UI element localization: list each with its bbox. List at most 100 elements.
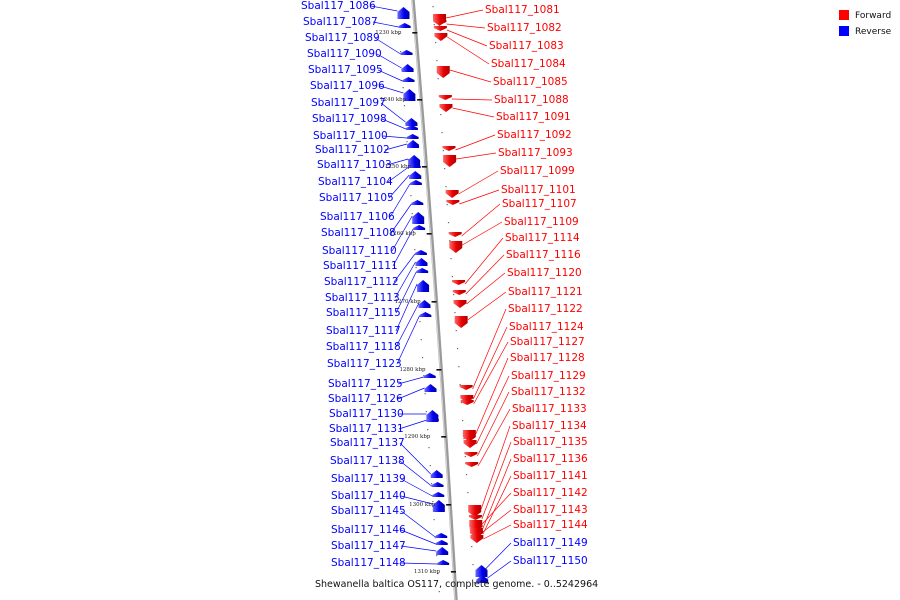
reverse-gene-feature[interactable] [409, 171, 422, 179]
reverse-gene-feature[interactable] [431, 482, 444, 487]
forward-gene-label[interactable]: Sbal117_1141 [513, 470, 588, 482]
reverse-gene-label[interactable]: Sbal117_1108 [321, 227, 396, 239]
reverse-gene-label[interactable]: Sbal117_1147 [331, 540, 406, 552]
reverse-gene-feature[interactable] [416, 268, 429, 273]
reverse-gene-feature[interactable] [398, 23, 411, 28]
reverse-gene-label[interactable]: Sbal117_1149 [513, 537, 588, 549]
reverse-gene-feature[interactable] [407, 140, 420, 148]
reverse-gene-feature[interactable] [435, 533, 448, 538]
reverse-gene-label[interactable]: Sbal117_1113 [325, 292, 400, 304]
forward-gene-label[interactable]: Sbal117_1082 [487, 22, 562, 34]
forward-gene-label[interactable]: Sbal117_1132 [511, 386, 586, 398]
reverse-gene-feature[interactable] [430, 470, 443, 478]
forward-gene-feature[interactable] [459, 385, 473, 390]
reverse-gene-feature[interactable] [419, 312, 432, 317]
reverse-gene-feature[interactable] [475, 565, 488, 577]
reverse-gene-feature[interactable] [413, 225, 426, 230]
reverse-gene-label[interactable]: Sbal117_1095 [308, 64, 383, 76]
forward-gene-label[interactable]: Sbal117_1114 [505, 232, 580, 244]
reverse-gene-feature[interactable] [415, 258, 428, 266]
reverse-gene-feature[interactable] [411, 200, 424, 205]
forward-gene-label[interactable]: Sbal117_1107 [502, 198, 577, 210]
forward-gene-feature[interactable] [463, 440, 477, 448]
reverse-gene-label[interactable]: Sbal117_1105 [319, 192, 394, 204]
forward-gene-feature[interactable] [448, 232, 462, 237]
forward-gene-feature[interactable] [464, 452, 478, 457]
forward-gene-label[interactable]: Sbal117_1109 [504, 216, 579, 228]
forward-gene-label[interactable]: Sbal117_1136 [513, 453, 588, 465]
reverse-gene-feature[interactable] [405, 125, 418, 130]
forward-gene-label[interactable]: Sbal117_1134 [512, 420, 587, 432]
reverse-gene-feature[interactable] [412, 212, 425, 224]
reverse-gene-feature[interactable] [401, 64, 414, 72]
reverse-gene-label[interactable]: Sbal117_1118 [326, 341, 401, 353]
reverse-gene-label[interactable]: Sbal117_1126 [328, 393, 403, 405]
forward-gene-feature[interactable] [443, 155, 457, 167]
reverse-gene-feature[interactable] [432, 500, 445, 512]
reverse-gene-label[interactable]: Sbal117_1123 [327, 358, 402, 370]
reverse-gene-label[interactable]: Sbal117_1145 [331, 505, 406, 517]
forward-gene-label[interactable]: Sbal117_1116 [506, 249, 581, 261]
forward-gene-feature[interactable] [442, 146, 456, 151]
forward-gene-feature[interactable] [449, 241, 463, 253]
reverse-gene-label[interactable]: Sbal117_1125 [328, 378, 403, 390]
forward-gene-feature[interactable] [468, 515, 482, 520]
reverse-gene-feature[interactable] [414, 250, 427, 255]
reverse-gene-label[interactable]: Sbal117_1106 [320, 211, 395, 223]
reverse-gene-label[interactable]: Sbal117_1138 [330, 455, 405, 467]
forward-gene-feature[interactable] [433, 26, 447, 31]
forward-gene-feature[interactable] [445, 190, 459, 198]
reverse-gene-label[interactable]: Sbal117_1104 [318, 176, 393, 188]
reverse-gene-label[interactable]: Sbal117_1086 [301, 0, 376, 12]
forward-gene-feature[interactable] [433, 20, 447, 25]
reverse-gene-label[interactable]: Sbal117_1098 [312, 113, 387, 125]
forward-gene-label[interactable]: Sbal117_1081 [485, 4, 560, 16]
forward-gene-label[interactable]: Sbal117_1142 [513, 487, 588, 499]
reverse-gene-label[interactable]: Sbal117_1103 [317, 159, 392, 171]
reverse-gene-feature[interactable] [418, 300, 431, 308]
forward-gene-feature[interactable] [452, 280, 466, 285]
reverse-gene-feature[interactable] [408, 155, 421, 167]
reverse-gene-label[interactable]: Sbal117_1139 [331, 473, 406, 485]
reverse-gene-label[interactable]: Sbal117_1110 [322, 245, 397, 257]
reverse-gene-feature[interactable] [435, 540, 448, 545]
forward-gene-label[interactable]: Sbal117_1143 [513, 504, 588, 516]
forward-gene-label[interactable]: Sbal117_1099 [500, 165, 575, 177]
forward-gene-label[interactable]: Sbal117_1092 [497, 129, 572, 141]
reverse-gene-label[interactable]: Sbal117_1115 [326, 307, 401, 319]
reverse-gene-label[interactable]: Sbal117_1131 [329, 423, 404, 435]
forward-gene-label[interactable]: Sbal117_1091 [496, 111, 571, 123]
reverse-gene-label[interactable]: Sbal117_1130 [329, 408, 404, 420]
forward-gene-feature[interactable] [469, 530, 483, 538]
forward-gene-feature[interactable] [454, 316, 468, 328]
forward-gene-label[interactable]: Sbal117_1083 [489, 40, 564, 52]
reverse-gene-feature[interactable] [426, 416, 439, 421]
reverse-gene-label[interactable]: Sbal117_1150 [513, 555, 588, 567]
reverse-gene-label[interactable]: Sbal117_1140 [331, 490, 406, 502]
reverse-gene-feature[interactable] [397, 7, 410, 19]
forward-gene-feature[interactable] [462, 430, 476, 442]
reverse-gene-feature[interactable] [432, 492, 445, 497]
forward-gene-label[interactable]: Sbal117_1128 [510, 352, 585, 364]
forward-gene-label[interactable]: Sbal117_1121 [508, 286, 583, 298]
reverse-gene-label[interactable]: Sbal117_1148 [331, 557, 406, 569]
forward-gene-label[interactable]: Sbal117_1144 [513, 519, 588, 531]
forward-gene-feature[interactable] [469, 528, 483, 533]
reverse-gene-feature[interactable] [406, 134, 419, 139]
reverse-gene-feature[interactable] [400, 50, 413, 55]
forward-gene-feature[interactable] [468, 505, 482, 517]
reverse-gene-label[interactable]: Sbal117_1100 [313, 130, 388, 142]
forward-gene-label[interactable]: Sbal117_1088 [494, 94, 569, 106]
reverse-gene-feature[interactable] [424, 384, 437, 392]
reverse-gene-feature[interactable] [402, 77, 415, 82]
forward-gene-label[interactable]: Sbal117_1085 [493, 76, 568, 88]
reverse-gene-label[interactable]: Sbal117_1111 [323, 260, 398, 272]
reverse-gene-label[interactable]: Sbal117_1137 [330, 437, 405, 449]
forward-gene-label[interactable]: Sbal117_1093 [498, 147, 573, 159]
reverse-gene-feature[interactable] [436, 547, 449, 555]
forward-gene-feature[interactable] [436, 66, 450, 78]
forward-gene-label[interactable]: Sbal117_1129 [511, 370, 586, 382]
reverse-gene-feature[interactable] [408, 163, 421, 168]
forward-gene-label[interactable]: Sbal117_1135 [513, 436, 588, 448]
reverse-gene-label[interactable]: Sbal117_1146 [331, 524, 406, 536]
